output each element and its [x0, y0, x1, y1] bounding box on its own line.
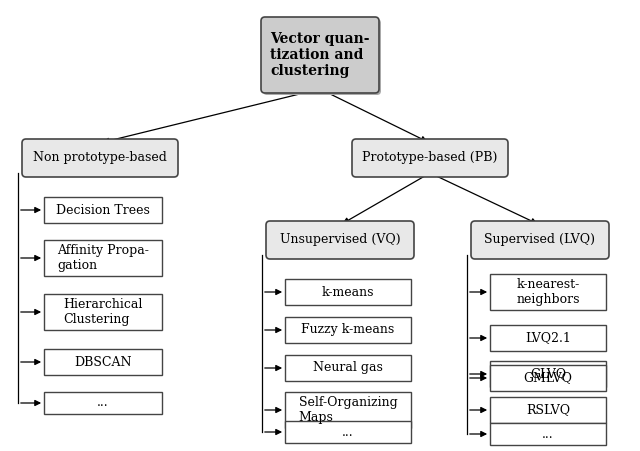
FancyBboxPatch shape [44, 392, 162, 414]
Text: k-nearest-
neighbors: k-nearest- neighbors [516, 278, 580, 306]
FancyBboxPatch shape [285, 392, 411, 428]
FancyBboxPatch shape [352, 139, 508, 177]
FancyBboxPatch shape [490, 397, 606, 423]
Text: ...: ... [542, 428, 554, 441]
Text: Decision Trees: Decision Trees [56, 203, 150, 216]
Text: DBSCAN: DBSCAN [74, 355, 132, 368]
Text: RSLVQ: RSLVQ [526, 404, 570, 417]
Text: Neural gas: Neural gas [313, 362, 383, 374]
Text: Hierarchical
Clustering: Hierarchical Clustering [63, 298, 143, 326]
FancyBboxPatch shape [285, 279, 411, 305]
FancyBboxPatch shape [490, 325, 606, 351]
FancyBboxPatch shape [285, 421, 411, 443]
FancyBboxPatch shape [44, 197, 162, 223]
FancyBboxPatch shape [285, 355, 411, 381]
FancyBboxPatch shape [490, 423, 606, 445]
Text: k-means: k-means [322, 285, 374, 299]
Text: GMLVQ: GMLVQ [524, 372, 573, 385]
Text: Non prototype-based: Non prototype-based [33, 152, 167, 165]
Text: Vector quan-
tization and
clustering: Vector quan- tization and clustering [270, 32, 370, 78]
FancyBboxPatch shape [261, 17, 379, 93]
FancyBboxPatch shape [490, 365, 606, 391]
FancyBboxPatch shape [44, 294, 162, 330]
FancyBboxPatch shape [285, 317, 411, 343]
Text: Supervised (LVQ): Supervised (LVQ) [484, 234, 595, 247]
Text: LVQ2.1: LVQ2.1 [525, 331, 571, 345]
FancyBboxPatch shape [471, 221, 609, 259]
FancyBboxPatch shape [22, 139, 178, 177]
FancyBboxPatch shape [263, 19, 381, 95]
FancyBboxPatch shape [44, 240, 162, 276]
Text: Self-Organizing
Maps: Self-Organizing Maps [299, 396, 397, 424]
Text: Prototype-based (PB): Prototype-based (PB) [362, 152, 498, 165]
Text: Affinity Propa-
gation: Affinity Propa- gation [57, 244, 149, 272]
FancyBboxPatch shape [490, 361, 606, 387]
Text: GLVQ: GLVQ [530, 368, 566, 381]
FancyBboxPatch shape [266, 221, 414, 259]
Text: ...: ... [342, 425, 354, 438]
Text: Fuzzy k-means: Fuzzy k-means [301, 323, 395, 336]
FancyBboxPatch shape [44, 349, 162, 375]
FancyBboxPatch shape [490, 274, 606, 310]
Text: ...: ... [97, 396, 109, 410]
Text: Unsupervised (VQ): Unsupervised (VQ) [280, 234, 400, 247]
